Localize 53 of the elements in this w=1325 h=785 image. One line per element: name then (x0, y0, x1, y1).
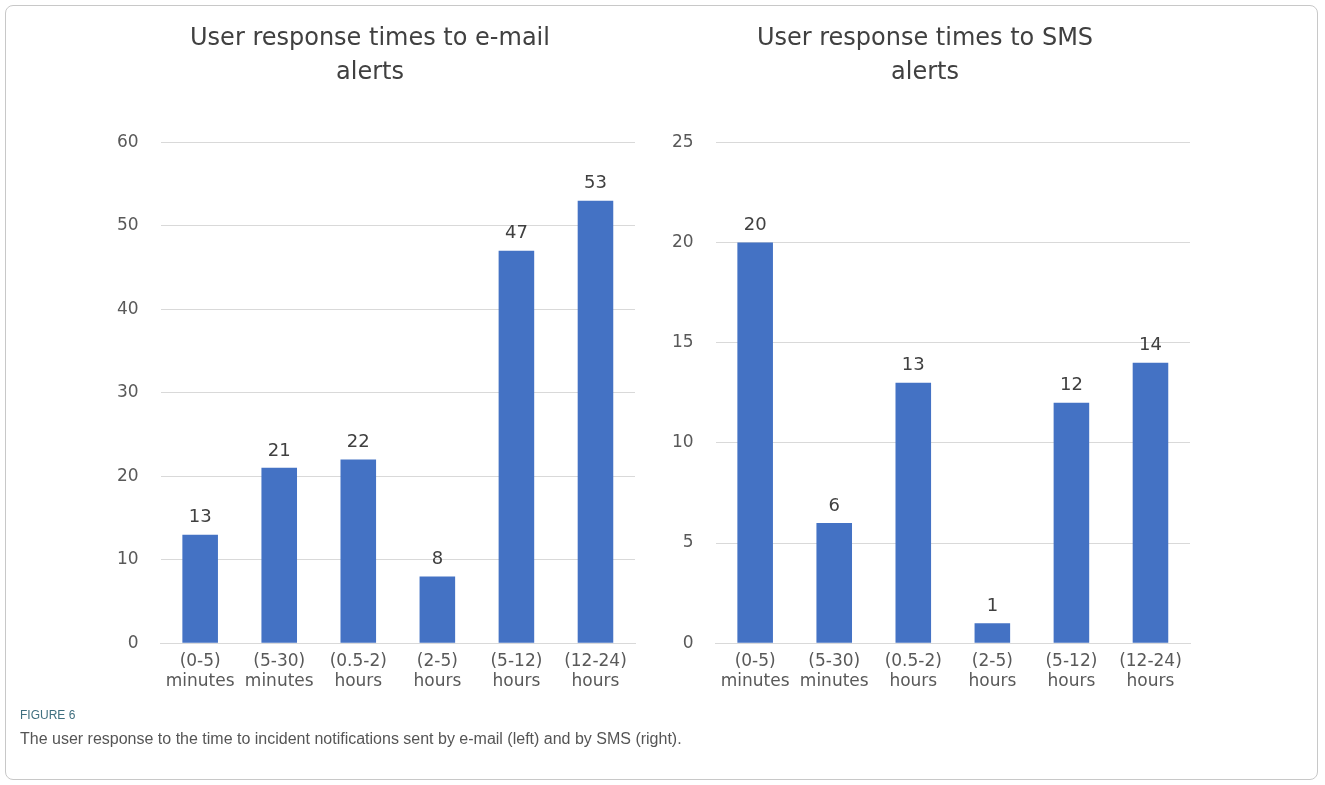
data-label: 21 (267, 438, 291, 460)
y-tick-label: 40 (116, 297, 139, 318)
y-tick-label: 25 (671, 130, 694, 151)
data-label: 20 (743, 213, 767, 235)
text: The user response to the time to incident notifications sent by e-mail (left) and by SMS (right). (20, 730, 683, 748)
x-tick-label: (0-5) minutes (165, 649, 235, 691)
x-tick-label: (2-5) hours (968, 649, 1017, 691)
y-tick-label: 0 (127, 631, 139, 652)
bar (816, 522, 853, 643)
bar (261, 467, 298, 643)
data-label: 13 (188, 505, 212, 527)
data-label: 6 (828, 493, 840, 515)
bar (577, 200, 614, 643)
y-tick-label: 20 (116, 464, 139, 485)
data-label: 53 (584, 171, 607, 193)
chart-title: User response times to SMS alerts (755, 22, 1095, 87)
bar (737, 242, 773, 643)
x-tick-label: (5-12) hours (1045, 649, 1098, 691)
y-tick-label: 0 (682, 631, 694, 652)
bar (1053, 402, 1090, 643)
data-label: 8 (431, 547, 444, 569)
data-label: 47 (504, 221, 528, 243)
bar (419, 576, 456, 643)
data-label: 12 (1059, 373, 1083, 395)
data-label: 14 (1139, 333, 1162, 355)
bar (340, 459, 377, 643)
data-label: 13 (901, 353, 925, 375)
chart-title: User response times to e-mail alerts (189, 22, 551, 87)
data-label: 22 (346, 430, 370, 452)
y-tick-label: 30 (116, 381, 139, 402)
bar (1132, 362, 1169, 643)
y-tick-label: 5 (682, 531, 694, 552)
bar (182, 534, 218, 643)
y-tick-label: 20 (671, 230, 694, 251)
y-tick-label: 60 (116, 130, 139, 151)
x-tick-label: (2-5) hours (413, 649, 462, 691)
caption: FIGURE 6 (20, 708, 77, 722)
y-tick-label: 10 (116, 548, 139, 569)
y-tick-label: 10 (671, 431, 694, 452)
data-label: 1 (986, 593, 999, 615)
x-tick-label: (5-30) minutes (244, 649, 314, 691)
bar (974, 623, 1011, 643)
x-tick-label: (5-12) hours (490, 649, 543, 691)
y-tick-label: 50 (116, 214, 139, 235)
x-tick-label: (12-24) hours (564, 649, 627, 691)
x-tick-label: (0.5-2) hours (884, 649, 942, 691)
bar (498, 250, 535, 643)
x-tick-label: (12-24) hours (1119, 649, 1182, 691)
x-tick-label: (0.5-2) hours (329, 649, 387, 691)
bar (895, 382, 932, 643)
x-tick-label: (0-5) minutes (720, 649, 790, 691)
x-tick-label: (5-30) minutes (799, 649, 869, 691)
y-tick-label: 15 (671, 331, 694, 352)
